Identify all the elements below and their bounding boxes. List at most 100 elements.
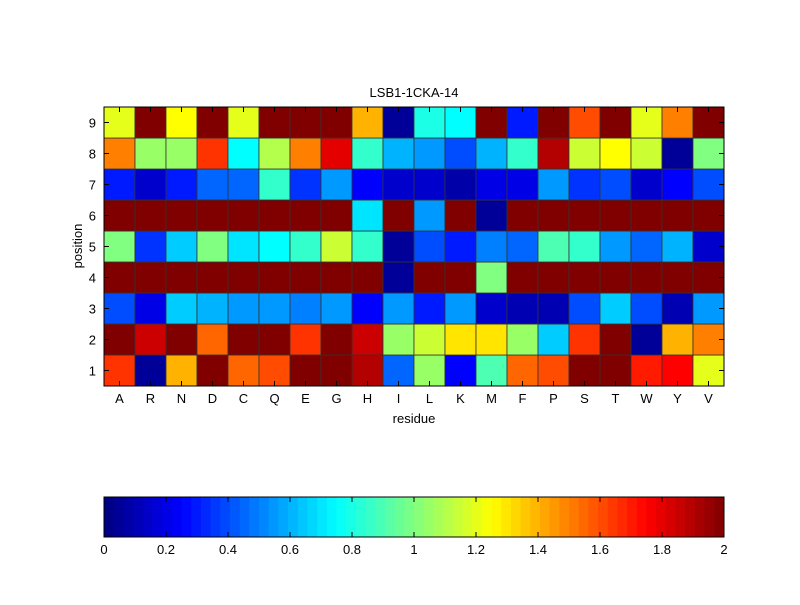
heatmap-cell-Q-2 xyxy=(258,323,291,356)
heatmap-cell-E-3 xyxy=(289,292,322,325)
heatmap-cell-G-7 xyxy=(320,168,353,201)
colorbar-swatch xyxy=(472,497,483,537)
heatmap-cell-D-2 xyxy=(196,323,229,356)
heatmap-cell-I-6 xyxy=(382,199,415,232)
colorbar-swatch xyxy=(559,497,570,537)
heatmap-cell-W-3 xyxy=(630,292,663,325)
heatmap-cell-N-5 xyxy=(165,230,198,263)
heatmap-cell-L-8 xyxy=(413,137,446,170)
heatmap-cell-C-7 xyxy=(227,168,260,201)
heatmap-cell-Y-2 xyxy=(661,323,694,356)
x-tick-label: M xyxy=(486,391,497,406)
colorbar-tick-label: 1.6 xyxy=(591,542,609,557)
heatmap-cell-Y-1 xyxy=(661,354,694,387)
y-tick-label: 2 xyxy=(89,333,96,348)
heatmap-cell-P-2 xyxy=(537,323,570,356)
heatmap-cell-R-8 xyxy=(134,137,167,170)
heatmap-cell-C-5 xyxy=(227,230,260,263)
heatmap-cell-N-2 xyxy=(165,323,198,356)
heatmap-cell-R-4 xyxy=(134,261,167,294)
heatmap-cell-G-3 xyxy=(320,292,353,325)
heatmap-cell-K-6 xyxy=(444,199,477,232)
x-tick-label: C xyxy=(239,391,248,406)
heatmap-cell-K-8 xyxy=(444,137,477,170)
colorbar-swatch xyxy=(443,497,454,537)
heatmap-cell-R-7 xyxy=(134,168,167,201)
heatmap-cell-P-5 xyxy=(537,230,570,263)
colorbar-tick-label: 1.4 xyxy=(529,542,547,557)
colorbar-swatch xyxy=(520,497,531,537)
heatmap-cell-S-9 xyxy=(568,106,601,139)
heatmap-cell-A-3 xyxy=(103,292,136,325)
heatmap-cell-P-4 xyxy=(537,261,570,294)
x-tick-label: Y xyxy=(673,391,682,406)
x-tick-label: I xyxy=(397,391,401,406)
colorbar-swatch xyxy=(123,497,134,537)
colorbar-swatch xyxy=(220,497,231,537)
x-tick-label: G xyxy=(331,391,341,406)
heatmap-cell-A-4 xyxy=(103,261,136,294)
heatmap-cell-S-6 xyxy=(568,199,601,232)
heatmap-cell-P-3 xyxy=(537,292,570,325)
heatmap-cell-W-2 xyxy=(630,323,663,356)
heatmap-cell-P-7 xyxy=(537,168,570,201)
heatmap-cell-G-4 xyxy=(320,261,353,294)
colorbar-swatch xyxy=(317,497,328,537)
heatmap-cell-Q-5 xyxy=(258,230,291,263)
heatmap-cell-G-8 xyxy=(320,137,353,170)
heatmap-cell-L-3 xyxy=(413,292,446,325)
y-tick-label: 8 xyxy=(89,147,96,162)
heatmap-cell-Q-1 xyxy=(258,354,291,387)
colorbar-swatch xyxy=(297,497,308,537)
heatmap-cell-D-7 xyxy=(196,168,229,201)
y-tick-label: 7 xyxy=(89,178,96,193)
heatmap-cell-R-2 xyxy=(134,323,167,356)
heatmap-cell-N-7 xyxy=(165,168,198,201)
colorbar-tick-label: 0 xyxy=(100,542,107,557)
colorbar-swatch xyxy=(588,497,599,537)
heatmap-cell-Q-6 xyxy=(258,199,291,232)
colorbar-swatch xyxy=(104,497,115,537)
heatmap-cell-L-9 xyxy=(413,106,446,139)
heatmap-cell-T-3 xyxy=(599,292,632,325)
heatmap-cell-A-9 xyxy=(103,106,136,139)
heatmap-cell-F-7 xyxy=(506,168,539,201)
heatmap-cell-E-4 xyxy=(289,261,322,294)
colorbar-swatch xyxy=(627,497,638,537)
heatmap-cell-F-6 xyxy=(506,199,539,232)
heatmap-cell-P-6 xyxy=(537,199,570,232)
colorbar-swatch xyxy=(278,497,289,537)
colorbar-swatch xyxy=(714,497,725,537)
heatmap-cell-C-8 xyxy=(227,137,260,170)
x-tick-label: W xyxy=(640,391,653,406)
colorbar-swatch xyxy=(229,497,241,537)
heatmap-cell-M-9 xyxy=(475,106,508,139)
colorbar-swatch xyxy=(578,497,589,537)
colorbar-swatch xyxy=(394,497,405,537)
heatmap-cell-W-5 xyxy=(630,230,663,263)
heatmap-cell-V-9 xyxy=(692,106,725,139)
colorbar-swatch xyxy=(598,497,609,537)
colorbar-swatch xyxy=(414,497,425,537)
colorbar-swatch xyxy=(326,497,337,537)
heatmap-cell-N-3 xyxy=(165,292,198,325)
heatmap-cell-C-3 xyxy=(227,292,260,325)
colorbar-swatch xyxy=(462,497,473,537)
colorbar-tick-label: 0.2 xyxy=(157,542,175,557)
heatmap-cell-E-6 xyxy=(289,199,322,232)
y-tick-label: 4 xyxy=(89,271,96,286)
colorbar-swatch xyxy=(181,497,192,537)
heatmap-cell-F-4 xyxy=(506,261,539,294)
colorbar-swatch xyxy=(200,497,212,537)
heatmap-cell-Y-5 xyxy=(661,230,694,263)
heatmap-cell-I-1 xyxy=(382,354,415,387)
heatmap-cell-M-6 xyxy=(475,199,508,232)
heatmap-cell-I-4 xyxy=(382,261,415,294)
colorbar-swatch xyxy=(636,497,647,537)
x-tick-label: K xyxy=(456,391,465,406)
heatmap-cell-A-2 xyxy=(103,323,136,356)
colorbar-swatch xyxy=(549,497,560,537)
colorbar-swatch xyxy=(404,497,415,537)
